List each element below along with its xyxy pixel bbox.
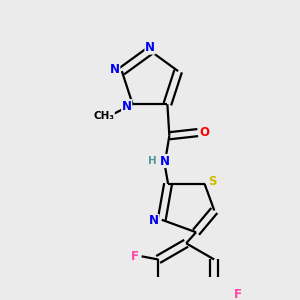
Text: O: O [200,126,210,139]
Text: N: N [122,100,132,113]
Text: F: F [130,250,139,263]
Text: N: N [149,214,159,227]
Text: S: S [208,175,217,188]
Text: N: N [145,41,155,54]
Text: N: N [160,154,170,167]
Text: CH₃: CH₃ [93,111,114,121]
Text: F: F [234,289,242,300]
Text: N: N [110,63,120,76]
Text: H: H [148,156,157,166]
